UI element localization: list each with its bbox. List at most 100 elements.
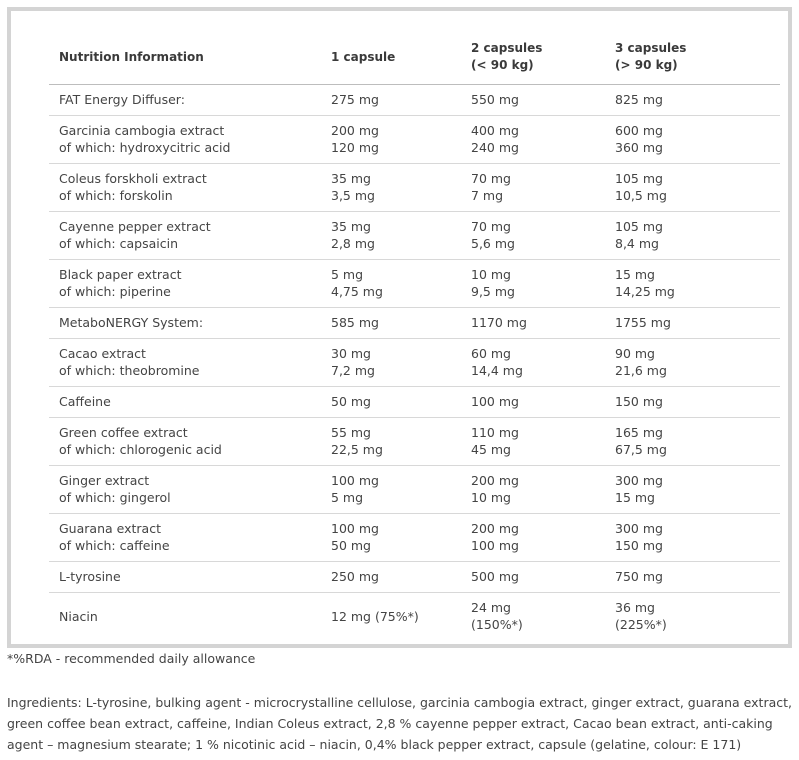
cell-line: 150 mg — [615, 394, 663, 409]
cell-line: 300 mg — [615, 473, 663, 488]
table-cell: 12 mg (75%*) — [321, 593, 461, 641]
cell-line: 400 mg — [471, 123, 519, 138]
table-cell: 550 mg — [461, 84, 605, 116]
cell-line: 5,6 mg — [471, 236, 515, 251]
cell-line: of which: caffeine — [59, 538, 170, 553]
table-cell: 5 mg 4,75 mg — [321, 259, 461, 308]
cell-line: of which: chlorogenic acid — [59, 442, 222, 457]
table-cell: 70 mg 5,6 mg — [461, 211, 605, 260]
table-row: Black paper extract of which: piperine 5 m… — [49, 259, 780, 308]
table-header: Nutrition Information 1 capsule 2 capsules… — [49, 30, 780, 85]
cell-line: 110 mg — [471, 425, 519, 440]
cell-line: 1170 mg — [471, 315, 527, 330]
cell-line: 5 mg — [331, 267, 364, 282]
table-row: Guarana extract of which: caffeine 100 mg 5… — [49, 513, 780, 562]
ingredients: Ingredients: L-tyrosine, bulking agent -… — [7, 695, 792, 752]
header-cell: 3 capsules (> 90 kg) — [605, 30, 780, 85]
cell-line: 585 mg — [331, 315, 379, 330]
cell-line: 35 mg — [331, 171, 371, 186]
table-cell: Garcinia cambogia extract of which: hydro… — [49, 115, 321, 164]
table-cell: 24 mg (150%*) — [461, 593, 605, 641]
table-cell: 300 mg 150 mg — [605, 513, 780, 562]
cell-line: of which: capsaicin — [59, 236, 179, 251]
cell-line: Guarana extract — [59, 521, 161, 536]
cell-line: 100 mg — [471, 394, 519, 409]
cell-line: 55 mg — [331, 425, 371, 440]
cell-line: (150%*) — [471, 617, 523, 632]
cell-line: 275 mg — [331, 92, 379, 107]
table-cell: 36 mg (225%*) — [605, 593, 780, 641]
cell-line: 10 mg — [471, 267, 511, 282]
table-cell: 105 mg 8,4 mg — [605, 211, 780, 260]
table-cell: Coleus forskholi extract of which: forsko… — [49, 163, 321, 212]
table-row: Cacao extract of which: theobromine 30 mg 7… — [49, 338, 780, 387]
cell-line: 2,8 mg — [331, 236, 375, 251]
cell-line: (> 90 kg) — [615, 58, 678, 72]
table-cell: 165 mg 67,5 mg — [605, 417, 780, 466]
table-row: Coleus forskholi extract of which: forsko… — [49, 163, 780, 212]
table-cell: Niacin — [49, 593, 321, 641]
cell-line: 35 mg — [331, 219, 371, 234]
table-cell: FAT Energy Diffuser: — [49, 84, 321, 116]
table-cell: 35 mg 3,5 mg — [321, 163, 461, 212]
table-cell: 600 mg 360 mg — [605, 115, 780, 164]
table-cell: Green coffee extract of which: chlorogeni… — [49, 417, 321, 466]
table-cell: 100 mg 50 mg — [321, 513, 461, 562]
cell-line: Coleus forskholi extract — [59, 171, 207, 186]
footnote: *%RDA - recommended daily allowance — [7, 651, 256, 666]
cell-line: 3 capsules — [615, 41, 687, 55]
header-cell: Nutrition Information — [49, 30, 321, 85]
table-cell: 750 mg — [605, 561, 780, 593]
cell-line: 90 mg — [615, 346, 655, 361]
table-row: Garcinia cambogia extract of which: hydro… — [49, 115, 780, 164]
table-row: Ginger extract of which: gingerol 100 mg 5 … — [49, 465, 780, 514]
table-cell: 35 mg 2,8 mg — [321, 211, 461, 260]
cell-line: of which: theobromine — [59, 363, 200, 378]
cell-line: 36 mg — [615, 600, 655, 615]
cell-line: 300 mg — [615, 521, 663, 536]
nutrition-table: Nutrition Information 1 capsule 2 capsules… — [49, 30, 780, 640]
cell-line: (225%*) — [615, 617, 667, 632]
table-cell: 585 mg — [321, 307, 461, 339]
table-cell: 200 mg 100 mg — [461, 513, 605, 562]
cell-line: 200 mg — [471, 521, 519, 536]
cell-line: Cacao extract — [59, 346, 146, 361]
cell-line: 500 mg — [471, 569, 519, 584]
cell-line: 8,4 mg — [615, 236, 659, 251]
table-cell: 825 mg — [605, 84, 780, 116]
table-cell: 500 mg — [461, 561, 605, 593]
cell-line: 50 mg — [331, 394, 371, 409]
table-cell: Cayenne pepper extract of which: capsaici… — [49, 211, 321, 260]
cell-line: 1755 mg — [615, 315, 671, 330]
table-cell: 10 mg 9,5 mg — [461, 259, 605, 308]
cell-line: of which: forskolin — [59, 188, 173, 203]
table-row: Niacin 12 mg (75%*) 24 mg (150%*) 36 mg (225%… — [49, 593, 780, 641]
table-row: L-tyrosine 250 mg 500 mg 750 mg — [49, 561, 780, 593]
cell-line: 14,25 mg — [615, 284, 675, 299]
cell-line: of which: gingerol — [59, 490, 171, 505]
table-cell: 200 mg 10 mg — [461, 465, 605, 514]
table-row: MetaboNERGY System: 585 mg 1170 mg 1755 mg — [49, 307, 780, 339]
cell-line: Niacin — [59, 608, 98, 624]
cell-line: 14,4 mg — [471, 363, 523, 378]
header-row: Nutrition Information 1 capsule 2 capsules… — [49, 30, 780, 85]
table-cell: Cacao extract of which: theobromine — [49, 338, 321, 387]
cell-line: Green coffee extract — [59, 425, 188, 440]
cell-line: Black paper extract — [59, 267, 182, 282]
cell-line: Cayenne pepper extract — [59, 219, 211, 234]
cell-line: 2 capsules — [471, 41, 543, 55]
header-cell: 2 capsules (< 90 kg) — [461, 30, 605, 85]
table-cell: L-tyrosine — [49, 561, 321, 593]
cell-line: 30 mg — [331, 346, 371, 361]
cell-line: 360 mg — [615, 140, 663, 155]
table-cell: 300 mg 15 mg — [605, 465, 780, 514]
table-cell: 400 mg 240 mg — [461, 115, 605, 164]
table-row: Caffeine 50 mg 100 mg 150 mg — [49, 386, 780, 418]
table-cell: 60 mg 14,4 mg — [461, 338, 605, 387]
cell-line: 100 mg — [331, 521, 379, 536]
cell-line: 70 mg — [471, 219, 511, 234]
table-cell: 90 mg 21,6 mg — [605, 338, 780, 387]
table-cell: 70 mg 7 mg — [461, 163, 605, 212]
table-cell: 250 mg — [321, 561, 461, 593]
cell-line: 45 mg — [471, 442, 511, 457]
